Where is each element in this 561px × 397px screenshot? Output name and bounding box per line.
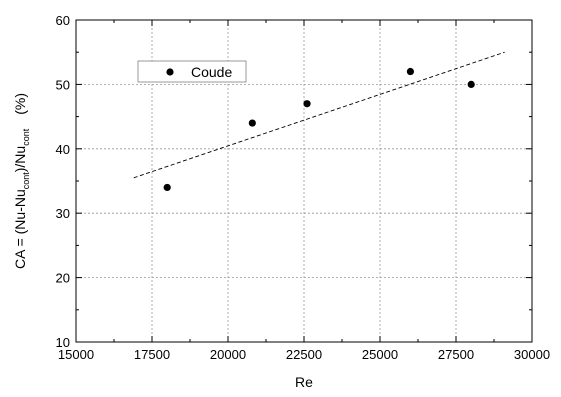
x-tick-label: 27500 bbox=[438, 347, 474, 362]
x-tick-label: 17500 bbox=[134, 347, 170, 362]
x-axis-label: Re bbox=[295, 374, 313, 390]
data-point bbox=[248, 119, 256, 127]
legend: Coude bbox=[137, 60, 247, 83]
grid bbox=[76, 20, 532, 342]
x-tick-label: 25000 bbox=[362, 347, 398, 362]
y-tick-label: 20 bbox=[56, 271, 70, 286]
y-tick-label: 30 bbox=[56, 206, 70, 221]
x-tick-label: 15000 bbox=[58, 347, 94, 362]
y-tick-label: 10 bbox=[56, 335, 70, 350]
legend-marker bbox=[166, 68, 174, 76]
y-tick-labels: 10 20 30 40 50 60 bbox=[56, 13, 70, 350]
y-axis-label-mid: )/Nu bbox=[12, 146, 28, 172]
data-point bbox=[467, 80, 475, 88]
x-tick-labels: 15000 17500 20000 22500 25000 27500 30000 bbox=[58, 347, 550, 362]
data-points bbox=[163, 67, 475, 192]
y-tick-label: 60 bbox=[56, 13, 70, 28]
y-axis-label: CA = (Nu-Nucont)/Nucont(%) bbox=[12, 93, 31, 269]
trendline-group bbox=[133, 51, 505, 179]
y-axis-label-main: CA = (Nu-Nu bbox=[12, 189, 28, 269]
x-tick-label: 30000 bbox=[514, 347, 550, 362]
y-axis-label-sub2: cont bbox=[21, 128, 31, 146]
data-point bbox=[303, 100, 311, 108]
trendline bbox=[133, 51, 505, 179]
y-axis-label-unit: (%) bbox=[12, 93, 28, 115]
y-axis-label-sub1: cont bbox=[21, 172, 31, 190]
x-tick-label: 20000 bbox=[210, 347, 246, 362]
legend-box bbox=[137, 60, 247, 83]
legend-label: Coude bbox=[191, 64, 232, 80]
data-point bbox=[406, 67, 414, 76]
axis-ticks bbox=[75, 19, 533, 343]
x-tick-label: 22500 bbox=[286, 347, 322, 362]
y-tick-label: 50 bbox=[56, 77, 70, 92]
y-tick-label: 40 bbox=[56, 142, 70, 157]
data-point bbox=[163, 183, 171, 192]
